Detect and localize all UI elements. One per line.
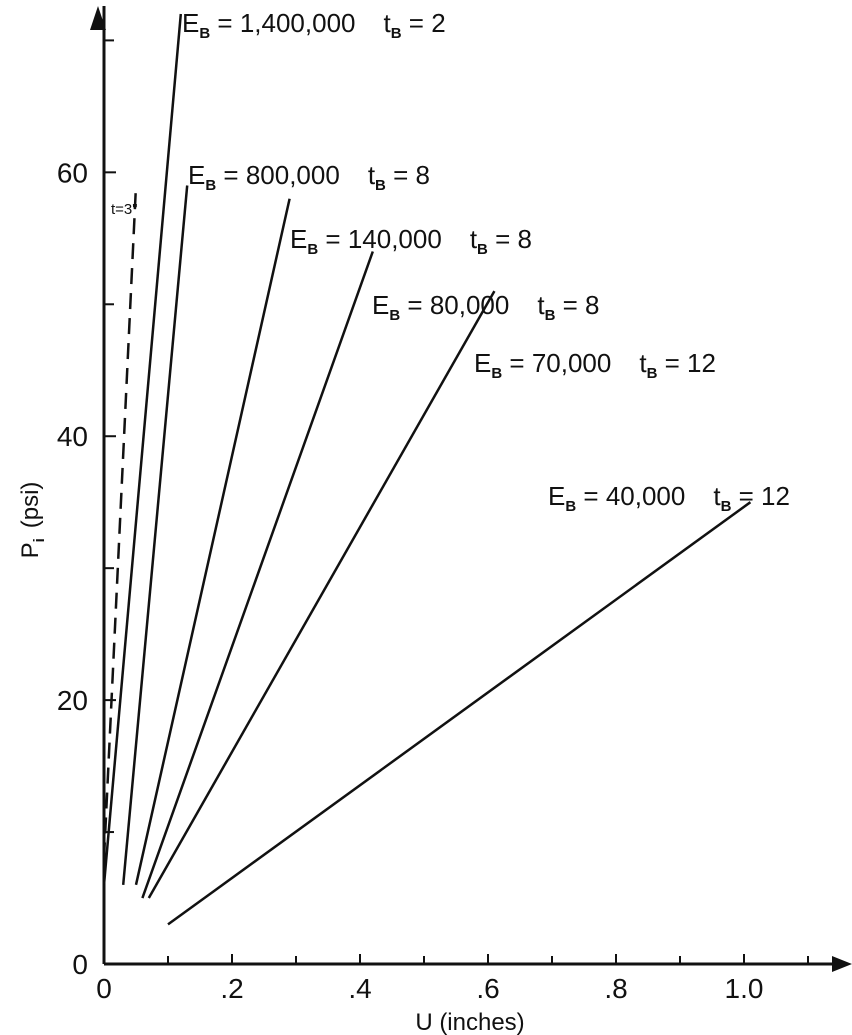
y-axis-label-main: P xyxy=(17,542,44,558)
dashed-series-label: t=3" xyxy=(111,201,138,218)
series-label: EB = 140,000 tB = 8 xyxy=(290,224,532,258)
y-axis-label-unit: (psi) xyxy=(17,482,44,529)
series-line xyxy=(102,13,183,885)
series-lines xyxy=(102,13,752,926)
x-tick-label: .8 xyxy=(604,973,627,1004)
series-line xyxy=(141,251,374,899)
y-tick-label: 60 xyxy=(57,157,88,188)
series-label: EB = 1,400,000 tB = 2 xyxy=(182,8,446,42)
series-line-dashed xyxy=(102,185,138,859)
y-axis-arrow xyxy=(90,6,106,30)
y-tick-label: 20 xyxy=(57,685,88,716)
x-axis-label: U (inches) xyxy=(415,1009,524,1035)
x-tick-label: .6 xyxy=(476,973,499,1004)
y-axis-label: Pi (psi) xyxy=(17,482,48,559)
series-label: EB = 40,000 tB = 12 xyxy=(548,481,790,515)
series-label: EB = 80,000 tB = 8 xyxy=(372,290,600,324)
series-line xyxy=(147,290,496,899)
y-axis-label-sub: i xyxy=(31,538,48,542)
series-line xyxy=(134,198,291,886)
x-tick-label: 1.0 xyxy=(725,973,764,1004)
series-line xyxy=(167,501,752,926)
series-line xyxy=(121,185,189,885)
axis-labels: U (inches) Pi (psi) xyxy=(17,482,525,1035)
x-tick-label: 0 xyxy=(96,973,112,1004)
axes: 0 .2 .4 .6 .8 1.0 0 20 40 60 xyxy=(57,6,852,1004)
x-tick-label: .4 xyxy=(348,973,371,1004)
x-axis-arrow xyxy=(832,956,852,972)
series-label: EB = 800,000 tB = 8 xyxy=(188,160,430,194)
x-tick-label: .2 xyxy=(220,973,243,1004)
series-label: EB = 70,000 tB = 12 xyxy=(474,348,716,382)
series-labels: EB = 1,400,000 tB = 2 EB = 800,000 tB = 8 EB… xyxy=(111,8,790,515)
y-tick-label: 0 xyxy=(72,949,88,980)
y-tick-label: 40 xyxy=(57,421,88,452)
